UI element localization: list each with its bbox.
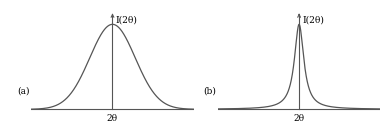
Text: 2θ: 2θ [294, 114, 305, 123]
Text: (b): (b) [203, 86, 216, 95]
Text: 2θ: 2θ [107, 114, 118, 123]
Text: (a): (a) [17, 86, 30, 95]
Text: I(2θ): I(2θ) [116, 16, 138, 25]
Text: I(2θ): I(2θ) [302, 16, 324, 25]
